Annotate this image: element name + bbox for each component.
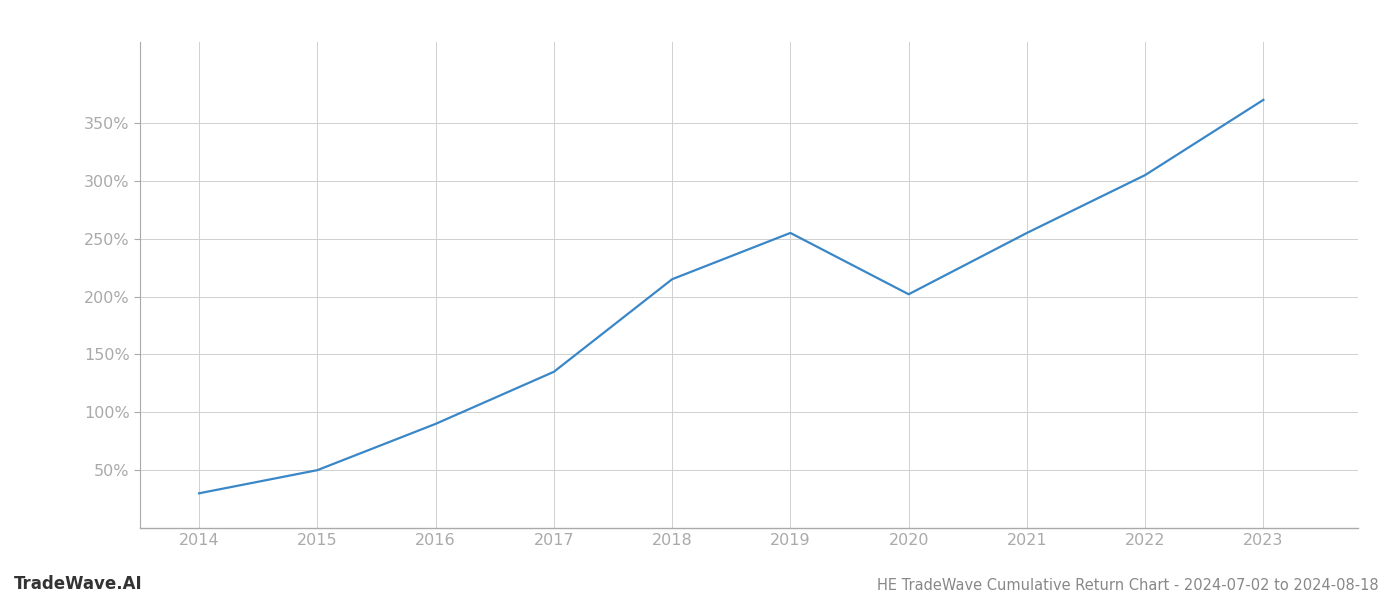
Text: TradeWave.AI: TradeWave.AI [14, 575, 143, 593]
Text: HE TradeWave Cumulative Return Chart - 2024-07-02 to 2024-08-18: HE TradeWave Cumulative Return Chart - 2… [878, 578, 1379, 593]
